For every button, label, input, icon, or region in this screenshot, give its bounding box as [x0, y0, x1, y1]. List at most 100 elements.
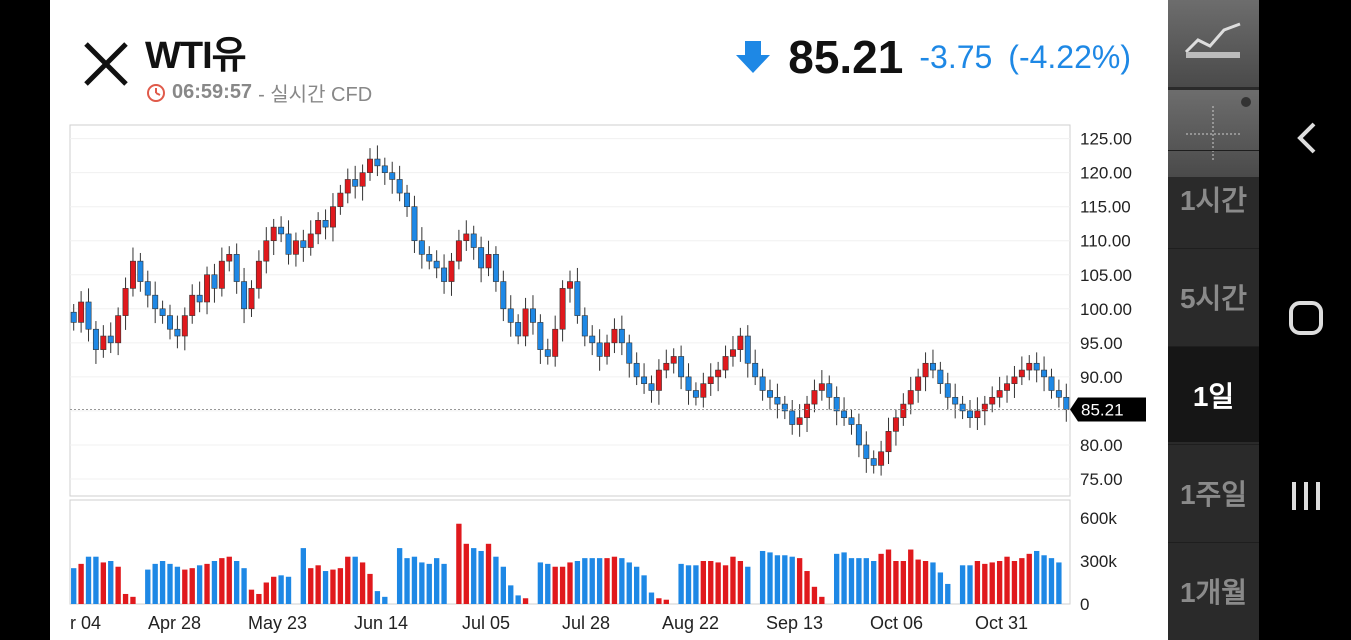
x-axis-label: Oct 31 — [975, 613, 1028, 633]
candle-body — [78, 301, 85, 323]
volume-bar — [915, 559, 921, 604]
volume-bar — [834, 553, 840, 604]
volume-bar — [248, 589, 255, 604]
volume-bar — [204, 563, 210, 604]
candle-body — [463, 233, 470, 242]
volume-bar — [1019, 558, 1025, 604]
volume-bar — [159, 561, 166, 604]
crosshair-button[interactable] — [1168, 90, 1259, 178]
candle-body — [278, 226, 285, 235]
back-icon[interactable] — [1280, 112, 1332, 164]
volume-bar — [767, 552, 773, 604]
x-axis-label: May 23 — [248, 613, 307, 633]
volume-bar — [841, 552, 847, 604]
volume-bar — [122, 593, 129, 604]
volume-bar — [78, 563, 84, 604]
candle-body — [85, 301, 92, 330]
timeframe-1h[interactable]: 1시간 — [1168, 150, 1259, 246]
candle-body — [722, 356, 729, 371]
volume-bar — [974, 561, 981, 604]
candle-body — [226, 254, 233, 262]
volume-bar — [330, 569, 336, 604]
volume-bar — [796, 558, 803, 604]
candle-body — [404, 192, 411, 207]
candle-body — [744, 335, 751, 364]
timeframe-5h[interactable]: 5시간 — [1168, 248, 1259, 344]
instrument-title: WTI유 — [145, 35, 247, 77]
volume-bar — [996, 561, 1003, 604]
candle-body — [641, 376, 648, 384]
candle-body — [655, 369, 662, 391]
volume-bar — [419, 562, 425, 604]
candle-body — [581, 315, 588, 337]
candle-body — [529, 308, 536, 323]
candle-body — [974, 410, 981, 419]
candle-body — [300, 240, 307, 248]
chart-type-button[interactable] — [1168, 0, 1259, 88]
candle-body — [492, 254, 499, 282]
candle-body — [381, 165, 388, 173]
volume-bar — [656, 598, 662, 604]
current-price: 85.21 — [788, 31, 904, 83]
volume-bar — [871, 561, 877, 604]
candle-body — [952, 396, 959, 405]
volume-bar — [611, 556, 618, 604]
candle-body — [715, 369, 722, 378]
recents-icon[interactable] — [1280, 470, 1332, 522]
price-plot-area — [69, 124, 1071, 497]
candlestick-chart[interactable]: 125.00 120.00 115.00 110.00 105.00 100.00 95.0… — [0, 0, 1168, 640]
volume-bar — [271, 576, 277, 604]
close-icon[interactable] — [80, 38, 132, 90]
candle-body — [678, 356, 685, 378]
volume-bar — [589, 558, 595, 604]
volume-bar — [878, 553, 884, 604]
candle-body — [752, 362, 759, 378]
candle-body — [122, 288, 129, 316]
candle-body — [818, 383, 825, 391]
candle-body — [255, 260, 262, 289]
volume-bar — [552, 566, 558, 604]
volume-bar — [463, 543, 469, 604]
volume-bar — [93, 556, 99, 604]
candle-body — [211, 274, 218, 289]
volume-bar — [863, 558, 869, 604]
candle-body — [922, 362, 929, 378]
candle-body — [241, 281, 248, 310]
volume-bar — [1026, 553, 1032, 604]
timeframe-1d[interactable]: 1일 — [1168, 346, 1259, 442]
candle-body — [589, 335, 596, 344]
system-nav-bar — [1259, 0, 1351, 640]
candle-body — [1063, 396, 1070, 410]
candle-body — [892, 417, 899, 432]
volume-bar — [885, 549, 892, 604]
volume-bar — [678, 563, 684, 604]
volume-bar — [819, 596, 825, 604]
home-icon[interactable] — [1280, 292, 1332, 344]
timeframe-1w[interactable]: 1주일 — [1168, 444, 1259, 540]
candle-body — [863, 444, 870, 459]
down-arrow-icon — [736, 41, 771, 73]
volume-bar — [100, 562, 106, 604]
candle-body — [337, 192, 344, 207]
timeframe-1mo[interactable]: 1개월 — [1168, 542, 1259, 638]
candle-body — [604, 342, 611, 357]
volume-bar — [967, 565, 973, 604]
candle-body — [411, 206, 418, 242]
price-tick-label: 100.00 — [1080, 300, 1132, 319]
volume-bar — [545, 563, 551, 604]
volume-bar — [263, 582, 269, 604]
volume-bar — [567, 562, 573, 604]
candle-body — [107, 335, 114, 344]
volume-bar — [1048, 558, 1055, 604]
price-tick-label: 120.00 — [1080, 164, 1132, 183]
candle-body — [1055, 390, 1062, 398]
candle-body — [774, 396, 781, 405]
volume-bar — [626, 562, 632, 604]
candle-body — [929, 362, 936, 371]
volume-bar — [374, 591, 381, 604]
candle-body — [737, 335, 744, 350]
candle-body — [670, 356, 677, 364]
volume-bar — [745, 566, 751, 604]
volume-bar — [182, 569, 188, 604]
price-tick-label: 110.00 — [1080, 232, 1131, 251]
